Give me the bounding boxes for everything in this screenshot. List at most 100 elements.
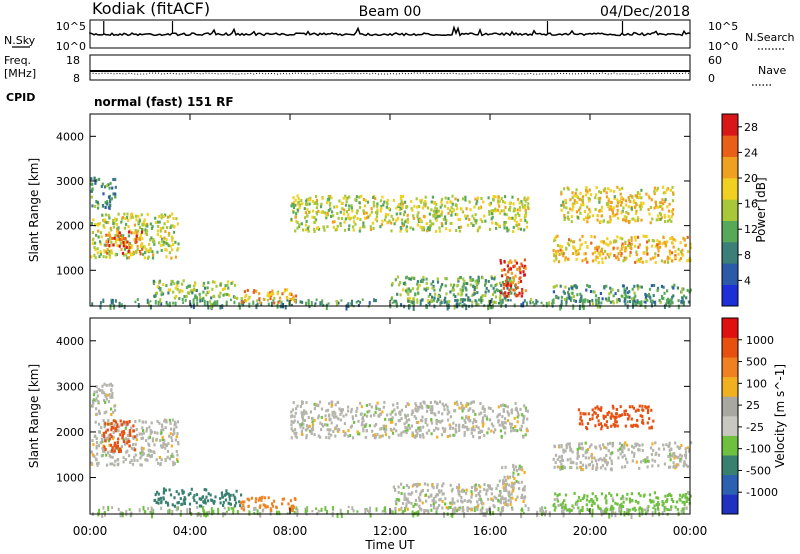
scatter-cell xyxy=(613,195,616,199)
speckle-cell xyxy=(488,303,491,310)
scatter-cell xyxy=(667,209,671,213)
colorbar-segment xyxy=(722,284,738,307)
scatter-cell xyxy=(514,407,517,411)
scatter-cell xyxy=(513,481,516,485)
speckle-cell xyxy=(572,507,575,510)
scatter-cell xyxy=(667,214,670,218)
scatter-cell xyxy=(122,420,125,424)
scatter-cell xyxy=(574,299,577,303)
scatter-cell xyxy=(631,499,634,502)
scatter-cell xyxy=(481,406,484,410)
scatter-cell xyxy=(460,207,463,211)
freq-tick-top: 18 xyxy=(66,54,80,67)
scatter-cell xyxy=(94,205,97,208)
scatter-cell xyxy=(504,465,507,469)
scatter-cell xyxy=(468,200,471,204)
scatter-cell xyxy=(632,454,636,458)
scatter-cell xyxy=(597,261,600,265)
colorbar-tick-label: -500 xyxy=(746,464,771,477)
scatter-cell xyxy=(586,220,589,224)
scatter-cell xyxy=(434,206,437,210)
scatter-cell xyxy=(358,201,361,205)
scatter-cell xyxy=(689,242,692,246)
scatter-cell xyxy=(105,255,108,259)
scatter-cell xyxy=(503,497,506,501)
scatter-cell xyxy=(376,401,379,405)
scatter-cell xyxy=(616,502,619,506)
scatter-cell xyxy=(441,412,444,416)
scatter-cell xyxy=(417,496,421,500)
scatter-cell xyxy=(416,213,419,217)
scatter-cell xyxy=(444,300,447,304)
scatter-cell xyxy=(502,409,505,413)
scatter-cell xyxy=(439,497,442,501)
scatter-cell xyxy=(432,505,435,509)
scatter-cell xyxy=(162,243,165,247)
scatter-cell xyxy=(497,419,500,423)
colorbar-segment xyxy=(722,318,738,338)
scatter-cell xyxy=(515,220,518,224)
scatter-cell xyxy=(585,288,588,292)
scatter-cell xyxy=(599,422,603,426)
scatter-cell xyxy=(97,223,100,227)
scatter-cell xyxy=(482,405,485,409)
scatter-cell xyxy=(456,198,460,202)
scatter-cell xyxy=(645,406,648,410)
scatter-cell xyxy=(325,409,328,413)
scatter-cell xyxy=(290,410,293,414)
scatter-cell xyxy=(149,222,152,226)
scatter-cell xyxy=(671,454,674,458)
speckle-cell xyxy=(599,304,602,309)
scatter-cell xyxy=(302,228,305,232)
colorbar-tick-label: 500 xyxy=(746,356,767,369)
scatter-cell xyxy=(619,405,622,409)
scatter-cell xyxy=(606,508,609,512)
speckle-cell xyxy=(644,511,647,516)
scatter-cell xyxy=(562,464,565,468)
scatter-cell xyxy=(576,200,579,204)
scatter-cell xyxy=(101,389,104,393)
speckle-cell xyxy=(578,304,581,311)
speckle-cell xyxy=(487,304,490,311)
scatter-cell xyxy=(396,275,400,279)
scatter-cell xyxy=(281,502,284,506)
scatter-cell xyxy=(460,406,464,410)
scatter-cell xyxy=(476,504,479,508)
scatter-cell xyxy=(649,221,652,225)
scatter-cell xyxy=(563,298,567,301)
scatter-cell xyxy=(509,500,512,504)
speckle-cell xyxy=(489,299,492,304)
scatter-cell xyxy=(524,504,527,508)
scatter-cell xyxy=(271,504,274,508)
scatter-cell xyxy=(503,404,506,407)
scatter-cell xyxy=(483,487,486,491)
scatter-cell xyxy=(503,489,506,492)
scatter-cell xyxy=(384,424,388,428)
scatter-cell xyxy=(90,177,93,181)
scatter-cell xyxy=(204,501,207,505)
scatter-cell xyxy=(425,288,428,292)
scatter-cell xyxy=(463,298,467,302)
scatter-cell xyxy=(449,501,452,505)
scatter-cell xyxy=(150,430,154,434)
scatter-cell xyxy=(189,491,192,495)
scatter-cell xyxy=(397,419,400,423)
scatter-cell xyxy=(298,200,301,204)
scatter-cell xyxy=(517,481,520,485)
scatter-cell xyxy=(263,298,266,301)
scatter-cell xyxy=(576,447,579,451)
scatter-cell xyxy=(404,413,407,417)
scatter-cell xyxy=(658,211,661,215)
scatter-cell xyxy=(214,495,217,499)
speckle-cell xyxy=(293,511,296,515)
scatter-cell xyxy=(399,229,402,233)
scatter-cell xyxy=(633,291,636,295)
scatter-cell xyxy=(481,220,484,224)
scatter-cell xyxy=(187,284,190,288)
scatter-cell xyxy=(521,493,524,497)
scatter-cell xyxy=(585,216,588,220)
scatter-cell xyxy=(109,235,112,239)
scatter-cell xyxy=(421,489,424,492)
scatter-cell xyxy=(605,454,608,457)
scatter-cell xyxy=(330,210,334,214)
